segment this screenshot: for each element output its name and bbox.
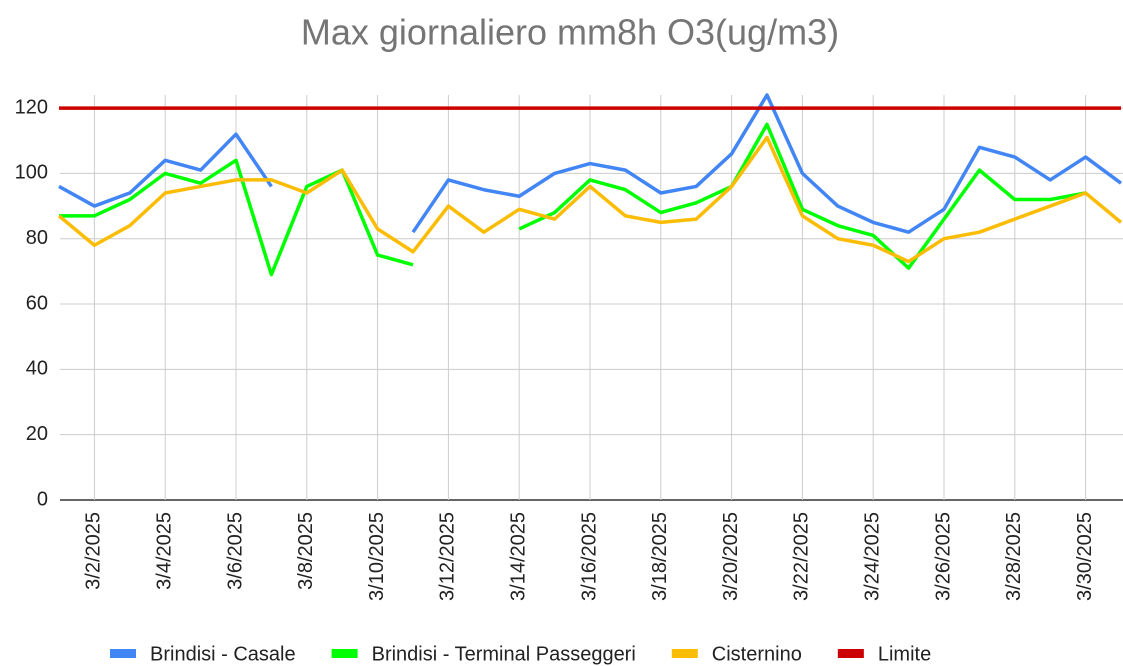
legend-swatch [837,649,864,658]
x-tick-label: 3/28/2025 [1003,512,1025,601]
series-line [57,135,1123,264]
legend-label: Cisternino [712,643,802,665]
x-tick-label: 3/2/2025 [83,512,105,590]
x-tick-label: 3/16/2025 [578,512,600,601]
y-tick-label: 120 [15,96,48,118]
series-line [411,93,1123,234]
chart-title: Max giornaliero mm8h O3(ug/m3) [301,12,839,53]
y-tick-label: 60 [26,292,48,314]
x-tick-label: 3/18/2025 [649,512,671,601]
y-tick-label: 20 [26,423,48,445]
x-tick-label: 3/26/2025 [932,512,954,601]
x-tick-label: 3/4/2025 [153,512,175,590]
legend-label: Brindisi - Casale [150,643,296,665]
x-tick-label: 3/6/2025 [224,512,246,590]
x-tick-label: 3/8/2025 [295,512,317,590]
x-tick-label: 3/24/2025 [861,512,883,601]
x-tick-label: 3/14/2025 [507,512,529,601]
y-tick-label: 0 [37,488,48,510]
x-tick-label: 3/10/2025 [366,512,388,601]
series-line [518,122,1086,270]
legend-label: Brindisi - Terminal Passeggeri [372,643,636,665]
series-line [58,132,273,208]
y-tick-label: 100 [15,162,48,184]
x-tick-label: 3/22/2025 [791,512,813,601]
x-tick-label: 3/12/2025 [437,512,459,601]
legend-swatch [331,649,358,658]
legend-swatch [671,649,698,658]
legend-label: Limite [878,643,931,665]
x-tick-label: 3/20/2025 [720,512,742,601]
legend-swatch [110,649,136,658]
y-tick-label: 40 [26,358,48,380]
x-tick-label: 3/30/2025 [1074,512,1096,601]
y-tick-label: 80 [26,227,48,249]
series-line [59,158,414,277]
